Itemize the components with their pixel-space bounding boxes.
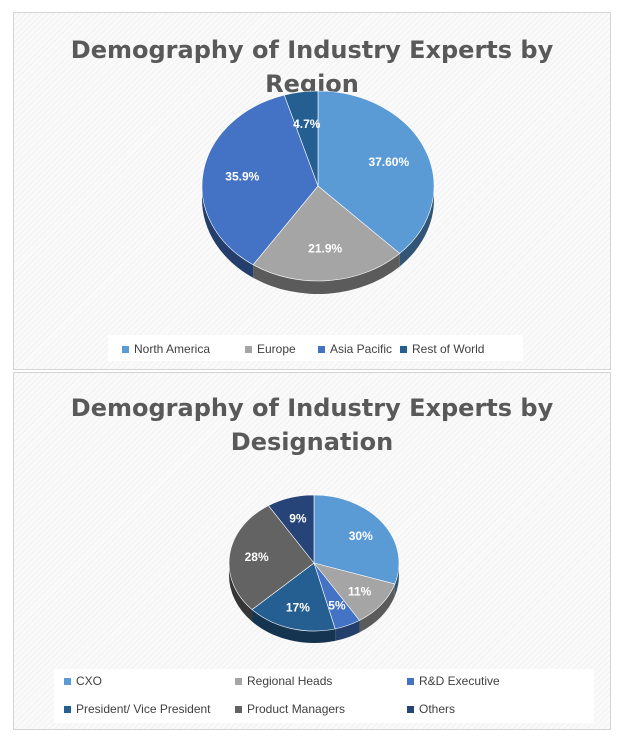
- region-title-line-1: Demography of Industry Experts by: [70, 36, 554, 64]
- legend-item-others: Others: [407, 702, 455, 716]
- legend-swatch: [122, 345, 129, 353]
- legend-item-regional-heads: Regional Heads: [235, 674, 332, 688]
- pie-side-asia-pacific: [202, 186, 254, 278]
- legend-label: Asia Pacific: [330, 342, 393, 356]
- legend-item-r-d-executive: R&D Executive: [407, 674, 500, 688]
- legend-label: President/ Vice President: [76, 702, 211, 716]
- pie-slice-rest-of-world: [283, 90, 319, 187]
- pie-slice-product-managers: [228, 505, 315, 610]
- pie-slice-asia-pacific: [201, 94, 319, 266]
- region-pie-chart: 37.60% 21.9% 35.9% 4.7%: [201, 90, 435, 294]
- pie-side-r-d-executive: [335, 620, 360, 641]
- pie-slice-north-america: [317, 90, 435, 254]
- legend-label: Regional Heads: [247, 674, 333, 688]
- data-label-president-vice-president: 17%: [286, 600, 310, 614]
- pie-side-cxo: [394, 563, 399, 597]
- legend-label: Product Managers: [247, 702, 346, 716]
- legend-label: Europe: [257, 342, 296, 356]
- designation-legend: CXO Regional Heads R&D Executive President/…: [54, 669, 594, 723]
- legend-item-rest-of-world: Rest of World: [400, 342, 484, 356]
- legend-swatch: [64, 677, 71, 685]
- pie-side-product-managers: [229, 563, 253, 622]
- legend-item-product-managers: Product Managers: [235, 702, 345, 716]
- legend-swatch: [235, 677, 242, 685]
- legend-item-cxo: CXO: [64, 674, 102, 688]
- legend-label: CXO: [76, 674, 103, 688]
- legend-swatch: [235, 705, 242, 713]
- data-label-north-america: 37.60%: [368, 155, 409, 169]
- pie-slice-europe: [252, 185, 401, 282]
- pie-side-president-vice-president: [252, 609, 336, 643]
- designation-chart-panel: Demography of Industry Experts by Design…: [13, 372, 611, 730]
- pie-slice-president-vice-president: [251, 562, 336, 632]
- legend-swatch: [318, 345, 325, 353]
- data-label-others: 9%: [289, 512, 307, 526]
- data-label-rest-of-world: 4.7%: [293, 117, 321, 131]
- region-chart-title: Demography of Industry Experts by Region: [14, 33, 610, 101]
- data-label-cxo: 30%: [349, 529, 373, 543]
- pie-slice-others: [267, 494, 315, 564]
- legend-item-north-america: North America: [122, 342, 210, 356]
- legend-item-asia-pacific: Asia Pacific: [318, 342, 392, 356]
- region-chart-panel: Demography of Industry Experts by Region…: [13, 12, 611, 370]
- legend-label: R&D Executive: [419, 674, 500, 688]
- data-label-regional-heads: 11%: [348, 584, 372, 598]
- legend-label: Others: [419, 702, 456, 716]
- pie-slice-cxo: [313, 494, 400, 585]
- designation-title-line-1: Demography of Industry Experts by: [70, 394, 554, 422]
- legend-swatch: [245, 345, 252, 353]
- region-legend: North America Europe Asia Pacific Rest of W…: [108, 335, 523, 361]
- data-label-asia-pacific: 35.9%: [225, 170, 259, 184]
- legend-label: North America: [134, 342, 211, 356]
- legend-item-europe: Europe: [245, 342, 296, 356]
- legend-item-president-vice-president: President/ Vice President: [64, 702, 211, 716]
- pie-side-regional-heads: [359, 584, 395, 633]
- designation-title-line-2: Designation: [230, 428, 394, 456]
- designation-pie-chart: 30% 11%5% 17% 28% 9%: [228, 494, 400, 643]
- data-label-r-d-executive: 5%: [328, 598, 346, 612]
- legend-label: Rest of World: [412, 342, 485, 356]
- data-label-europe: 21.9%: [308, 241, 342, 255]
- pie-side-north-america: [399, 186, 434, 267]
- legend-swatch: [400, 345, 407, 353]
- data-label-product-managers: 28%: [245, 550, 269, 564]
- legend-swatch: [407, 705, 414, 713]
- legend-swatch: [407, 677, 414, 685]
- designation-chart-title: Demography of Industry Experts by Design…: [14, 391, 610, 459]
- pie-side-europe: [253, 253, 400, 294]
- legend-swatch: [64, 705, 71, 713]
